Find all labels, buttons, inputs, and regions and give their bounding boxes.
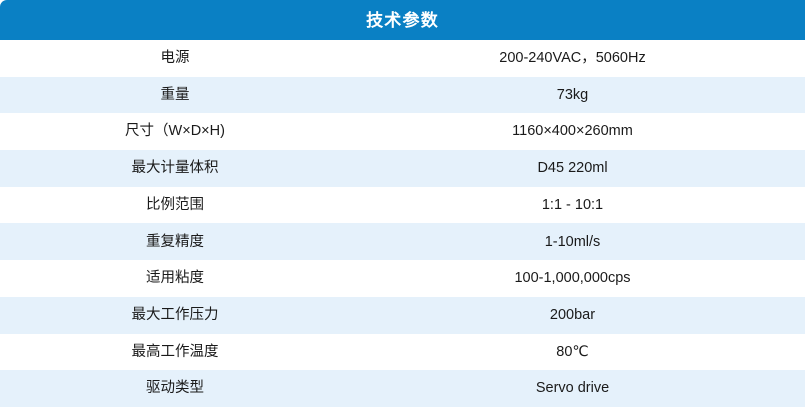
spec-value: 1160×400×260mm — [512, 123, 633, 140]
table-row: 驱动类型 Servo drive — [0, 370, 805, 407]
table-row: 最大工作压力 200bar — [0, 296, 805, 334]
spec-value: Servo drive — [535, 380, 610, 397]
table-row: 重量 73kg — [0, 76, 805, 114]
spec-value: 1:1 - 10:1 — [541, 196, 604, 213]
table-header-bar: 技术参数 — [0, 0, 805, 40]
spec-value: D45 220ml — [537, 160, 608, 177]
spec-label: 尺寸（W×D×H) — [125, 123, 225, 140]
spec-label: 最大计量体积 — [131, 160, 219, 177]
spec-label: 最高工作温度 — [131, 343, 219, 360]
spec-value: 73kg — [556, 86, 589, 103]
spec-label: 比例范围 — [146, 196, 204, 213]
spec-label: 最大工作压力 — [131, 306, 219, 323]
spec-label: 电源 — [160, 50, 190, 67]
table-row: 重复精度 1-10ml/s — [0, 223, 805, 261]
spec-label: 重量 — [160, 86, 190, 103]
spec-label: 适用粘度 — [146, 270, 204, 287]
spec-label: 重复精度 — [146, 233, 204, 250]
spec-value: 1-10ml/s — [544, 233, 601, 250]
table-title: 技术参数 — [366, 10, 439, 30]
spec-rows-container: 电源 200-240VAC，5060Hz 重量 73kg 尺寸（W×D×H) 1160×4… — [0, 40, 805, 407]
spec-value: 200-240VAC，5060Hz — [499, 50, 646, 67]
spec-label: 驱动类型 — [146, 380, 204, 397]
table-row: 适用粘度 100-1,000,000cps — [0, 260, 805, 297]
spec-value: 80℃ — [556, 343, 589, 360]
table-row: 最高工作温度 80℃ — [0, 333, 805, 371]
table-row: 最大计量体积 D45 220ml — [0, 150, 805, 187]
table-row: 电源 200-240VAC，5060Hz — [0, 40, 805, 77]
table-row: 尺寸（W×D×H) 1160×400×260mm — [0, 113, 805, 151]
table-row: 比例范围 1:1 - 10:1 — [0, 186, 805, 224]
spec-value: 200bar — [549, 306, 596, 323]
spec-value: 100-1,000,000cps — [514, 270, 631, 287]
